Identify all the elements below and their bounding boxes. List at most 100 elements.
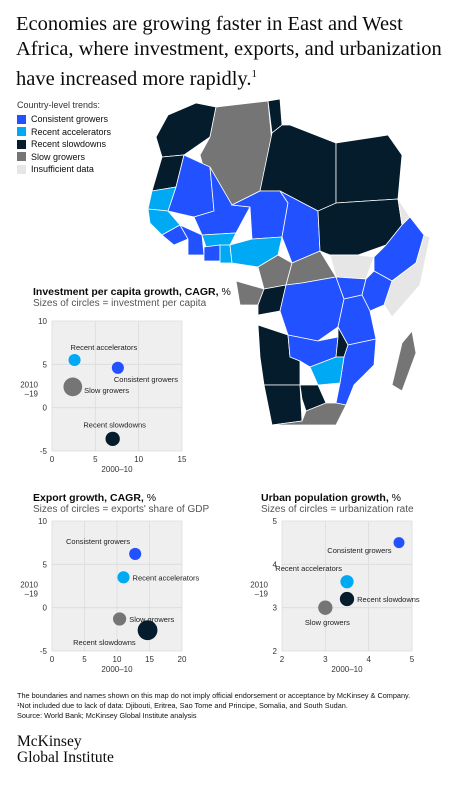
map-region-congo (257, 284, 287, 316)
data-label: Slow growers (84, 386, 129, 395)
export-chart-subtitle: Sizes of circles = exports' share of GDP (33, 504, 210, 515)
x-tick-label: 20 (178, 655, 187, 664)
legend-swatch (17, 139, 26, 149)
data-point-recent-slowdowns (105, 431, 120, 447)
x-tick-label: 2 (280, 655, 285, 664)
data-label: Recent accelerators (133, 573, 200, 582)
legend-item-consistent: Consistent growers (17, 113, 111, 126)
logo-line-1: McKinsey (17, 733, 82, 750)
y-axis-label: –19 (25, 589, 39, 598)
map-sahel (167, 154, 430, 318)
legend-label: Recent accelerators (31, 126, 112, 137)
data-label: Slow growers (129, 615, 174, 624)
y-tick-label: 5 (43, 560, 48, 569)
data-label: Recent slowdowns (73, 638, 136, 647)
data-point-consistent-growers (129, 547, 142, 560)
data-label: Recent slowdowns (83, 421, 146, 430)
data-point-recent-accelerators (68, 353, 81, 367)
logo-line-2: Global Institute (17, 749, 114, 766)
x-tick-label: 10 (113, 655, 122, 664)
map-central-africa (235, 250, 345, 342)
y-axis-label: 2010 (20, 580, 38, 589)
investment-chart-panel: Investment per capita growth, CAGR, % Si… (33, 286, 231, 309)
map-region-cote-divoire (179, 224, 205, 256)
data-point-recent-slowdowns (339, 591, 355, 607)
y-tick-label: 5 (273, 517, 278, 526)
data-label: Recent slowdowns (357, 595, 420, 604)
y-tick-label: 5 (43, 360, 48, 369)
y-axis-label: 2010 (250, 580, 268, 589)
data-label: Recent accelerators (275, 564, 342, 573)
urban-chart-subtitle: Sizes of circles = urbanization rate (261, 504, 414, 515)
map-east-africa (335, 270, 393, 346)
x-axis-label: 2000–10 (101, 465, 133, 474)
legend-label: Consistent growers (31, 114, 109, 125)
data-point-consistent-growers (393, 537, 405, 549)
map-legend: Country-level trends: Consistent growers… (17, 100, 111, 176)
legend-title: Country-level trends: (17, 100, 101, 110)
africa-map (147, 98, 430, 425)
y-tick-label: 10 (38, 317, 47, 326)
legend-swatch (17, 152, 26, 162)
map-region-madagascar (391, 330, 417, 392)
x-tick-label: 5 (82, 655, 87, 664)
y-tick-label: 4 (273, 560, 278, 569)
legend-item-accelerators: Recent accelerators (17, 126, 111, 139)
x-tick-label: 5 (93, 455, 98, 464)
map-disclaimer: The boundaries and names shown on this m… (17, 691, 411, 700)
x-tick-label: 4 (366, 655, 371, 664)
export-chart-panel: Export growth, CAGR, % Sizes of circles … (33, 492, 209, 515)
x-tick-label: 0 (50, 655, 55, 664)
y-axis-label: –19 (255, 589, 269, 598)
legend-label: Slow growers (31, 151, 86, 162)
map-region-zimbabwe (309, 356, 345, 386)
map-region-morocco (155, 102, 217, 158)
investment-chart-subtitle: Sizes of circles = investment per capita (33, 298, 207, 309)
data-label: Consistent growers (114, 375, 178, 384)
data-point-slow-growers (63, 377, 83, 397)
legend-item-slow: Slow growers (17, 151, 111, 164)
x-tick-label: 10 (134, 455, 143, 464)
y-tick-label: 10 (38, 517, 47, 526)
data-point-slow-growers (318, 600, 333, 615)
x-tick-label: 3 (323, 655, 328, 664)
data-label: Consistent growers (66, 537, 130, 546)
data-point-recent-slowdowns (137, 620, 158, 641)
x-axis-label: 2000–10 (331, 665, 363, 674)
map-north-africa (151, 98, 403, 212)
data-label: Recent accelerators (71, 343, 138, 352)
legend-item-nodata: Insufficient data (17, 163, 111, 176)
legend-item-slowdowns: Recent slowdowns (17, 138, 111, 151)
legend-swatch (17, 127, 26, 137)
legend-swatch (17, 114, 26, 124)
data-label: Slow growers (305, 618, 350, 627)
mckinsey-global-institute-logo: McKinsey Global Institute (17, 734, 114, 766)
x-axis-label: 2000–10 (101, 665, 133, 674)
title-footnote-marker: 1 (251, 68, 257, 80)
x-tick-label: 5 (410, 655, 415, 664)
data-point-consistent-growers (111, 361, 124, 374)
x-tick-label: 15 (145, 655, 154, 664)
x-tick-label: 15 (178, 455, 187, 464)
y-tick-label: 0 (43, 404, 48, 413)
map-southern-africa (257, 324, 417, 425)
data-point-recent-accelerators (340, 575, 354, 589)
data-point-recent-accelerators (117, 571, 130, 584)
legend-label: Insufficient data (31, 164, 94, 175)
page-title: Economies are growing faster in East and… (16, 13, 442, 90)
urban-chart-panel: Urban population growth, % Sizes of circ… (261, 492, 414, 515)
map-region-egypt (335, 134, 403, 204)
data-label: Consistent growers (327, 546, 391, 555)
y-tick-label: 3 (273, 604, 278, 613)
y-tick-label: 2 (273, 647, 278, 656)
map-region-south-sudan (329, 254, 375, 280)
y-tick-label: -5 (40, 647, 48, 656)
map-west-africa (147, 186, 283, 268)
y-axis-label: 2010 (20, 380, 38, 389)
legend-swatch (17, 164, 26, 174)
investment-chart-title: Investment per capita growth, CAGR, % (33, 286, 231, 298)
export-chart-title: Export growth, CAGR, % (33, 492, 157, 504)
urban-chart-title: Urban population growth, % (261, 492, 401, 504)
